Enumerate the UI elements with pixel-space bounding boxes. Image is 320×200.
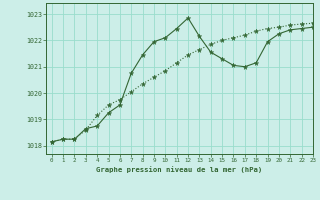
X-axis label: Graphe pression niveau de la mer (hPa): Graphe pression niveau de la mer (hPa) <box>96 166 263 173</box>
